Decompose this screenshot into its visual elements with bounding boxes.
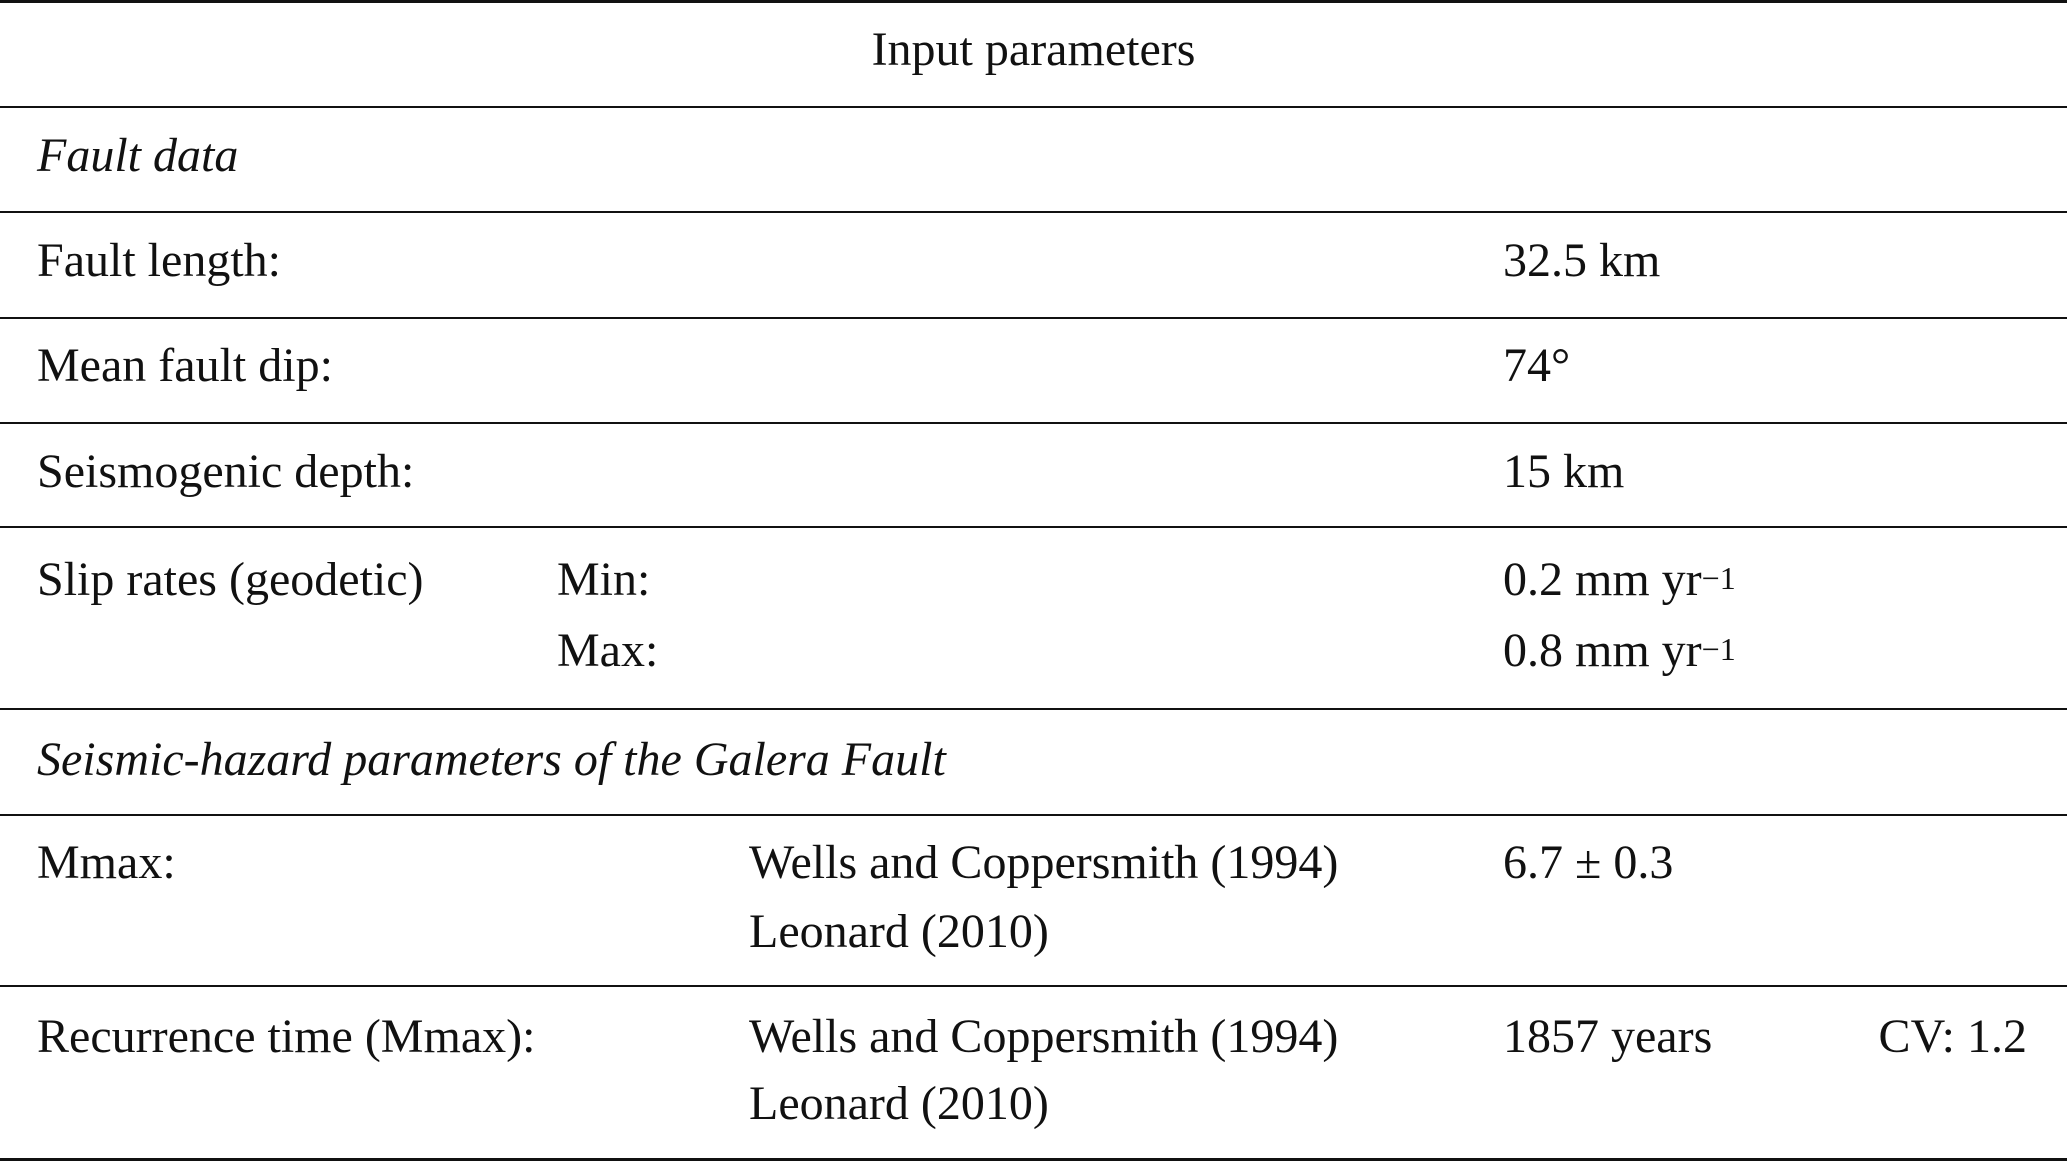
divider <box>0 708 2067 710</box>
fault-dip-value: 74° <box>1503 339 1571 392</box>
top-rule <box>0 0 2067 3</box>
exponent: −1 <box>1701 560 1736 596</box>
fault-length-label: Fault length: <box>37 234 281 287</box>
exponent: −1 <box>1701 631 1736 667</box>
bottom-rule <box>0 1158 2067 1161</box>
slip-rates-label: Slip rates (geodetic) <box>37 553 424 606</box>
recurrence-value: 1857 years <box>1503 1010 1713 1063</box>
mmax-label: Mmax: <box>37 836 176 889</box>
slip-max-text: 0.8 mm yr <box>1503 624 1702 677</box>
mmax-ref: Leonard (2010) <box>749 905 1049 958</box>
table-header: Input parameters <box>871 23 1196 76</box>
section-title-fault-data: Fault data <box>37 129 239 182</box>
slip-max-label: Max: <box>557 624 659 677</box>
seismogenic-depth-value: 15 km <box>1503 445 1625 498</box>
mmax-ref: Wells and Coppersmith (1994) <box>749 836 1339 889</box>
divider <box>0 985 2067 987</box>
fault-length-value: 32.5 km <box>1503 234 1661 287</box>
seismogenic-depth-label: Seismogenic depth: <box>37 445 415 498</box>
slip-min-label: Min: <box>557 553 651 606</box>
divider <box>0 106 2067 108</box>
slip-min-value: 0.2 mm yr−1 <box>1503 552 1736 608</box>
section-title-hazard: Seismic-hazard parameters of the Galera … <box>37 733 946 786</box>
recurrence-label: Recurrence time (Mmax): <box>37 1010 536 1063</box>
slip-max-value: 0.8 mm yr−1 <box>1503 623 1736 679</box>
recurrence-cv: CV: 1.2 <box>1878 1010 2027 1063</box>
recurrence-ref: Leonard (2010) <box>749 1077 1049 1130</box>
divider <box>0 211 2067 213</box>
mmax-value: 6.7 ± 0.3 <box>1503 836 1674 889</box>
divider <box>0 814 2067 816</box>
slip-min-text: 0.2 mm yr <box>1503 553 1702 606</box>
recurrence-ref: Wells and Coppersmith (1994) <box>749 1010 1339 1063</box>
divider <box>0 526 2067 528</box>
divider <box>0 317 2067 319</box>
fault-dip-label: Mean fault dip: <box>37 339 333 392</box>
divider <box>0 422 2067 424</box>
